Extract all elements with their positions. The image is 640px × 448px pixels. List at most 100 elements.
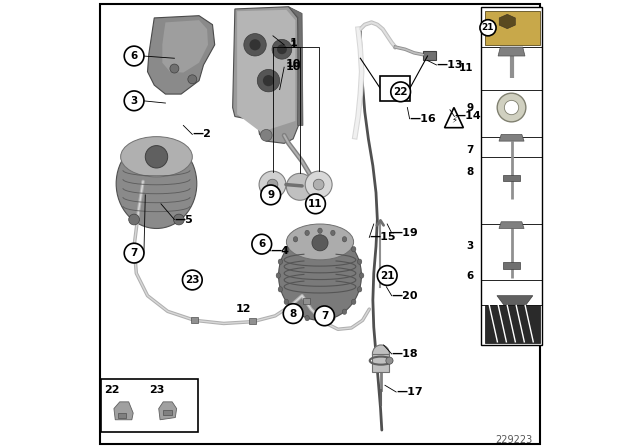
Text: 23: 23 xyxy=(148,385,164,395)
Circle shape xyxy=(129,214,140,225)
Text: 7: 7 xyxy=(321,311,328,321)
Ellipse shape xyxy=(278,259,283,264)
Ellipse shape xyxy=(284,246,289,252)
Polygon shape xyxy=(147,16,214,94)
Circle shape xyxy=(480,20,496,36)
Ellipse shape xyxy=(317,318,323,323)
Ellipse shape xyxy=(120,137,192,177)
Ellipse shape xyxy=(278,287,283,292)
Circle shape xyxy=(257,69,280,92)
Ellipse shape xyxy=(278,231,362,320)
Bar xyxy=(191,317,198,323)
Text: 3: 3 xyxy=(131,96,138,106)
Text: —17: —17 xyxy=(396,387,423,397)
Ellipse shape xyxy=(293,309,298,314)
Ellipse shape xyxy=(372,345,389,363)
Circle shape xyxy=(391,82,410,102)
Ellipse shape xyxy=(331,315,335,321)
Circle shape xyxy=(124,46,144,66)
Bar xyxy=(101,379,198,432)
Text: 1: 1 xyxy=(289,38,297,47)
Text: —15: —15 xyxy=(369,233,396,242)
Ellipse shape xyxy=(351,246,356,252)
Bar xyxy=(481,7,541,345)
Polygon shape xyxy=(237,10,296,132)
Text: 23: 23 xyxy=(185,275,200,285)
Text: 11: 11 xyxy=(459,63,473,73)
Polygon shape xyxy=(497,296,532,305)
Circle shape xyxy=(124,91,144,111)
Circle shape xyxy=(277,44,287,54)
Bar xyxy=(118,413,127,418)
Text: 9: 9 xyxy=(267,190,275,200)
Bar xyxy=(163,410,172,415)
Polygon shape xyxy=(502,262,520,269)
Circle shape xyxy=(284,304,303,323)
Circle shape xyxy=(386,357,393,364)
Text: 22: 22 xyxy=(104,385,120,395)
Polygon shape xyxy=(485,11,540,45)
Text: —19: —19 xyxy=(392,228,419,238)
Circle shape xyxy=(504,100,518,115)
Ellipse shape xyxy=(360,273,364,278)
Ellipse shape xyxy=(116,139,196,228)
Ellipse shape xyxy=(331,230,335,236)
Bar xyxy=(380,76,410,101)
Ellipse shape xyxy=(284,299,289,305)
Polygon shape xyxy=(114,402,133,420)
Circle shape xyxy=(173,214,184,225)
Text: —2: —2 xyxy=(192,129,211,139)
Circle shape xyxy=(287,173,314,200)
Text: 12: 12 xyxy=(236,304,252,314)
Bar xyxy=(249,318,257,324)
Bar xyxy=(423,51,436,60)
Text: 9: 9 xyxy=(466,103,473,112)
Circle shape xyxy=(263,75,274,86)
Circle shape xyxy=(267,179,278,190)
Polygon shape xyxy=(163,20,208,73)
Text: 6: 6 xyxy=(131,51,138,61)
Text: —5: —5 xyxy=(174,215,193,224)
Ellipse shape xyxy=(287,224,354,260)
Text: 22: 22 xyxy=(394,87,408,97)
Ellipse shape xyxy=(305,315,309,321)
Text: —14: —14 xyxy=(454,112,481,121)
Text: —16: —16 xyxy=(410,114,436,124)
Ellipse shape xyxy=(276,273,280,278)
Ellipse shape xyxy=(357,287,362,292)
Text: ⚡: ⚡ xyxy=(451,115,457,124)
Text: 7: 7 xyxy=(466,145,473,155)
Circle shape xyxy=(244,34,266,56)
Text: 8: 8 xyxy=(289,309,297,319)
Circle shape xyxy=(315,306,334,326)
Text: 10: 10 xyxy=(285,62,301,72)
Circle shape xyxy=(250,39,260,51)
Polygon shape xyxy=(159,402,177,420)
Circle shape xyxy=(305,171,332,198)
Text: 6: 6 xyxy=(466,271,473,280)
Circle shape xyxy=(260,129,272,141)
Bar xyxy=(303,298,310,304)
Circle shape xyxy=(261,185,280,205)
Ellipse shape xyxy=(351,299,356,305)
Circle shape xyxy=(497,93,526,122)
Text: 21: 21 xyxy=(482,23,494,32)
Text: 6: 6 xyxy=(258,239,266,249)
Ellipse shape xyxy=(342,237,347,242)
Polygon shape xyxy=(499,222,524,228)
Text: 21: 21 xyxy=(380,271,394,280)
Polygon shape xyxy=(499,134,524,141)
Circle shape xyxy=(272,39,292,59)
Polygon shape xyxy=(498,47,525,56)
Text: 10: 10 xyxy=(285,59,301,69)
Ellipse shape xyxy=(305,230,309,236)
Polygon shape xyxy=(289,7,303,125)
Circle shape xyxy=(182,270,202,290)
Text: 7: 7 xyxy=(131,248,138,258)
Circle shape xyxy=(378,266,397,285)
Circle shape xyxy=(252,234,271,254)
Text: 229223: 229223 xyxy=(495,435,532,445)
Polygon shape xyxy=(499,14,515,29)
Circle shape xyxy=(124,243,144,263)
Circle shape xyxy=(314,179,324,190)
